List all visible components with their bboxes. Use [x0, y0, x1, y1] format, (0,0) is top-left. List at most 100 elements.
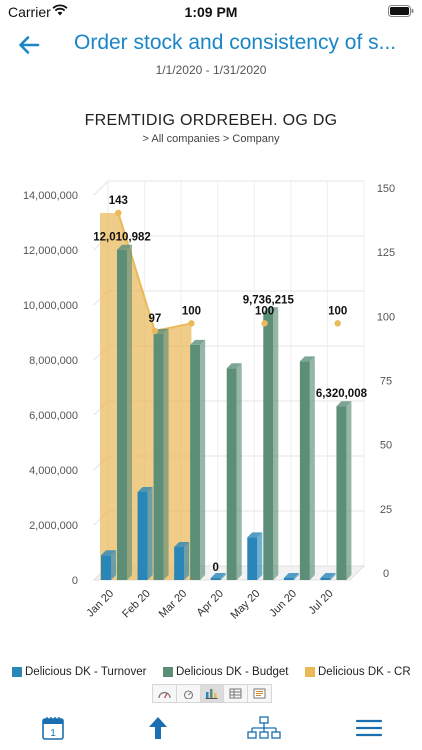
- tab-bar: 1: [0, 706, 422, 750]
- x-axis-tick-label: Mar 20: [157, 588, 190, 621]
- budget-bar-side: [346, 401, 352, 580]
- data-label: 9,736,215: [243, 294, 295, 306]
- x-axis-tick-label: Apr 20: [195, 588, 226, 619]
- turnover-bar-top: [101, 550, 116, 556]
- combo-chart: 0 2,000,000 4,000,000 6,000,000 8,000,000 10,…: [23, 180, 395, 622]
- data-label: 100: [182, 305, 201, 317]
- legend-item-budget[interactable]: Delicious DK - Budget: [163, 666, 289, 678]
- hierarchy-tab[interactable]: [244, 712, 284, 744]
- budget-bar-side: [163, 328, 169, 580]
- x-axis-tick-label: May 20: [229, 588, 263, 622]
- arrow-up-icon: [149, 717, 167, 739]
- y2-axis-tick-label: 100: [377, 311, 395, 323]
- turnover-bar-top: [283, 573, 299, 578]
- budget-bar-side: [127, 244, 132, 580]
- back-button[interactable]: [14, 30, 44, 60]
- bar-chart-view-button[interactable]: [200, 685, 225, 702]
- budget-bar-top: [226, 363, 242, 369]
- budget-bar-side: [309, 356, 315, 580]
- carrier-label: Carrier: [8, 4, 51, 20]
- calendar-icon: 1: [42, 717, 64, 740]
- turnover-bar: [137, 492, 148, 580]
- menu-tab[interactable]: [349, 712, 389, 744]
- breadcrumb[interactable]: > All companies > Company: [142, 133, 280, 145]
- wifi-icon: [52, 4, 68, 16]
- turnover-bar: [210, 578, 221, 580]
- budget-bar-top: [299, 356, 315, 362]
- gauge-icon: [158, 691, 171, 698]
- gauge-small-icon: [183, 689, 193, 699]
- turnover-bar-side: [220, 573, 226, 580]
- bar-chart-icon: [205, 689, 218, 699]
- svg-text:1: 1: [50, 728, 56, 739]
- turnover-bar-top: [174, 542, 190, 547]
- turnover-bar-side: [147, 487, 153, 580]
- turnover-bar: [101, 555, 111, 580]
- turnover-bar-top: [320, 573, 336, 578]
- cr-point: [261, 320, 268, 327]
- turnover-bar: [247, 537, 258, 580]
- data-label: 0: [213, 562, 219, 574]
- gauge-view-button[interactable]: [153, 685, 177, 702]
- turnover-bar-top: [210, 573, 226, 578]
- budget-bar: [226, 368, 237, 580]
- cr-point: [188, 320, 195, 327]
- y-axis-tick-label: 10,000,000: [23, 300, 78, 312]
- data-label: 12,010,982: [93, 232, 151, 244]
- budget-bar-top: [263, 307, 279, 313]
- y-axis-tick-label: 6,000,000: [29, 410, 78, 422]
- legend-label: Delicious DK - CR: [318, 666, 411, 678]
- gridline-side: [93, 180, 109, 196]
- y2-axis-tick-label: 0: [383, 568, 389, 580]
- table-view-button[interactable]: [224, 685, 249, 702]
- data-label: 97: [148, 313, 161, 325]
- legend-label: Delicious DK - Budget: [176, 666, 289, 678]
- hierarchy-icon: [247, 716, 281, 739]
- page-title: Order stock and consistency of s...: [74, 31, 397, 54]
- legend-swatch: [12, 667, 22, 677]
- y-axis-tick-label: 12,000,000: [23, 245, 78, 257]
- legend-item-turnover[interactable]: Delicious DK - Turnover: [12, 666, 146, 678]
- y2-axis-tick-label: 75: [380, 376, 392, 388]
- drill-up-tab[interactable]: [138, 712, 178, 744]
- budget-bar-top: [336, 401, 352, 407]
- clock-time: 1:09 PM: [184, 4, 238, 20]
- y2-axis-tick-label: 50: [380, 440, 392, 452]
- chart-title: FREMTIDIG ORDREBEH. OG DG: [84, 112, 338, 129]
- data-label: 100: [255, 305, 274, 317]
- y-axis-tick-label: 0: [72, 575, 78, 587]
- cr-point: [151, 327, 159, 335]
- turnover-bar-side: [330, 573, 336, 580]
- budget-bar: [117, 249, 127, 580]
- y-axis-tick-label: 4,000,000: [29, 465, 78, 477]
- budget-bar-top: [117, 244, 132, 250]
- budget-bar: [153, 333, 164, 580]
- y2-axis-tick-label: 25: [380, 504, 392, 516]
- chart-legend: Delicious DK - Turnover Delicious DK - B…: [8, 666, 422, 682]
- legend-item-cr[interactable]: Delicious DK - CR: [305, 666, 411, 678]
- gauge-small-view-button[interactable]: [177, 685, 201, 702]
- budget-bar: [190, 344, 201, 580]
- x-axis-tick-label: Jun 20: [267, 588, 299, 620]
- data-label: 143: [109, 195, 128, 207]
- turnover-bar-side: [293, 573, 299, 580]
- status-bar: Carrier 1:09 PM: [0, 0, 422, 24]
- arrow-left-icon: [19, 36, 40, 54]
- cr-point: [115, 209, 122, 217]
- list-icon: [253, 688, 266, 699]
- calendar-tab[interactable]: 1: [33, 712, 73, 744]
- budget-bar: [336, 406, 347, 580]
- budget-bar: [263, 312, 274, 580]
- budget-bar-side: [236, 363, 242, 580]
- y-axis-tick-label: 14,000,000: [23, 190, 78, 202]
- turnover-bar-top: [137, 487, 153, 492]
- x-axis-tick-label: Feb 20: [120, 588, 153, 621]
- list-view-button[interactable]: [248, 685, 271, 702]
- budget-bar-side: [273, 307, 279, 580]
- budget-bar-top: [190, 339, 206, 345]
- turnover-bar-top: [247, 532, 263, 538]
- turnover-bar-side: [111, 550, 116, 580]
- cr-point: [334, 320, 341, 327]
- x-axis-tick-label: Jan 20: [84, 588, 116, 620]
- date-range: 1/1/2020 - 1/31/2020: [155, 63, 267, 77]
